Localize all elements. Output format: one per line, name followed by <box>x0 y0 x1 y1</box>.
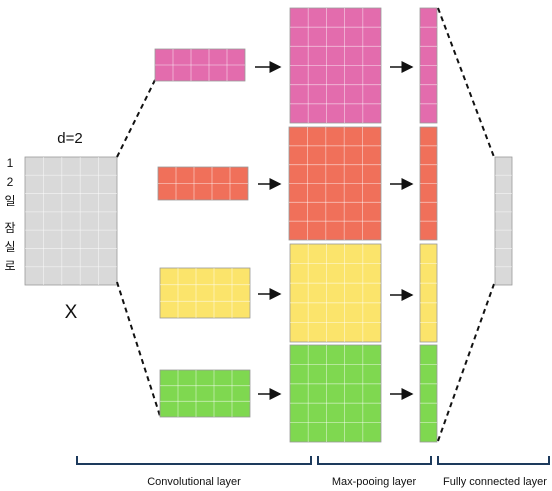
conv-arrows <box>255 61 282 400</box>
input-side-char: 로 <box>4 259 15 273</box>
dashed-line <box>116 281 161 417</box>
filter-yellow <box>159 267 251 319</box>
dashed-line <box>437 7 495 158</box>
section-label-conv: Convolutional layer <box>147 476 241 488</box>
input-side-char: 잠 <box>4 221 15 235</box>
block-body <box>24 156 118 286</box>
bracket-conv <box>76 456 312 465</box>
pool-arrows <box>390 61 414 400</box>
feature-map-yellow <box>289 243 382 343</box>
input-side-char: 2 <box>7 175 14 189</box>
feature-map-pink <box>289 7 382 124</box>
feature-map-orange <box>288 126 382 241</box>
block-body <box>159 267 251 319</box>
feature-map-green <box>289 344 382 443</box>
input-side-char: 일 <box>4 194 15 208</box>
input-name-label: X <box>65 302 78 323</box>
input-dashed-lines <box>116 79 161 417</box>
dashed-line <box>437 283 495 442</box>
section-brackets <box>76 456 550 465</box>
filter-orange <box>157 166 249 201</box>
block-body <box>289 243 382 343</box>
block-body <box>419 344 438 443</box>
input-side-text: 1 2 일 잠 실 로 <box>4 156 15 273</box>
pooled-pink <box>419 7 438 124</box>
pooled-yellow <box>419 243 438 343</box>
bracket-pool <box>317 456 432 465</box>
block-body <box>289 344 382 443</box>
section-label-fc: Fully connected layer <box>443 476 547 488</box>
fc-dashed-lines <box>437 7 495 442</box>
filter-green <box>159 369 251 418</box>
pooled-orange <box>419 126 438 241</box>
bracket-fc <box>437 456 550 465</box>
block-body <box>159 369 251 418</box>
section-label-pool: Max-pooing layer <box>332 476 417 488</box>
dashed-line <box>116 79 156 158</box>
block-body <box>494 156 513 286</box>
pooled-green <box>419 344 438 443</box>
input-side-char: 실 <box>4 240 15 254</box>
fc-vector <box>494 156 513 286</box>
block-body <box>419 243 438 343</box>
input-side-char: 1 <box>7 156 14 170</box>
input-matrix <box>24 156 118 286</box>
input-param-label: d=2 <box>57 130 82 147</box>
filter-pink <box>154 48 246 82</box>
